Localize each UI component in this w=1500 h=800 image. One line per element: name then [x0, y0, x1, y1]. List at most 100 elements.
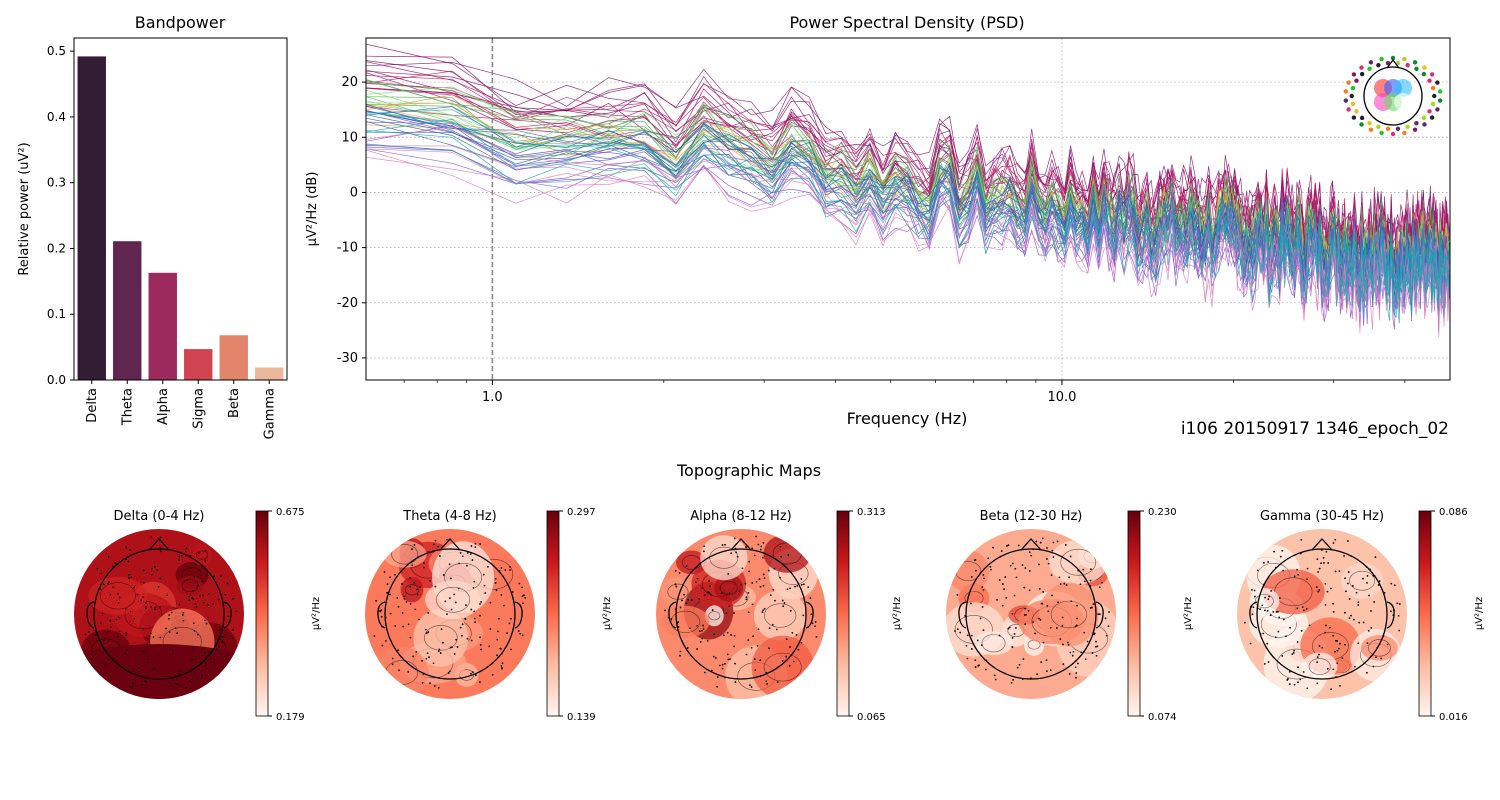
topomap-sensor: [152, 636, 155, 638]
topomap-sensor: [809, 597, 812, 599]
topomap-sensor: [196, 633, 199, 636]
topomap-sensor: [151, 567, 153, 570]
topomap-contour: [404, 584, 420, 596]
topomap-sensor: [753, 658, 756, 661]
topomap-sensor: [159, 536, 162, 539]
topomap-sensor: [1389, 610, 1392, 613]
topomap-sensor: [465, 604, 467, 607]
topomap-sensor: [1297, 573, 1300, 576]
topomap-sensor: [159, 546, 162, 549]
topomap-sensor: [1292, 652, 1295, 654]
topomap-sensor: [1063, 582, 1066, 585]
topomap-sensor: [966, 657, 969, 660]
topomap-sensor: [1357, 604, 1360, 606]
topomap-sensor: [437, 686, 440, 689]
topomap-sensor: [470, 608, 473, 611]
topomap-sensor: [678, 571, 681, 574]
topomap-sensor: [394, 573, 396, 576]
topomap-sensor: [1243, 621, 1246, 624]
sensor-dot: [1350, 101, 1356, 107]
topomap-sensor: [508, 622, 511, 625]
topomap-sensor: [383, 571, 386, 573]
topomap-sensor: [1059, 583, 1062, 586]
topomap-sensor: [975, 569, 977, 572]
topomap-sensor: [783, 602, 786, 604]
colorbar-max-label: 0.230: [1148, 507, 1177, 518]
topomap-sensor: [757, 628, 760, 631]
topomap-sensor: [96, 567, 99, 570]
topomap-sensor: [759, 548, 762, 551]
sensor-dot: [1354, 78, 1359, 83]
topomap-sensor: [484, 592, 487, 594]
topomap-blob: [1049, 540, 1108, 585]
topomap-sensor: [1348, 617, 1351, 620]
topomap-nose: [1311, 538, 1333, 551]
topomap-sensor: [159, 636, 162, 639]
topomap-sensor: [751, 582, 754, 584]
topomap-sensor: [730, 634, 732, 636]
topomap-sensor: [409, 585, 412, 588]
topomap-sensor: [1036, 673, 1039, 676]
topomap-sensor: [970, 634, 973, 637]
inset-head-outline: [1363, 66, 1423, 126]
topomap-sensor: [681, 599, 683, 602]
topomap-field: [656, 529, 826, 699]
topomap-sensor: [1108, 611, 1110, 613]
topomap-sensor: [707, 591, 709, 593]
sensor-dot: [1429, 72, 1435, 77]
topomap-sensor: [789, 587, 791, 590]
topomap-sensor: [200, 674, 203, 677]
topomap-sensor: [1317, 590, 1320, 593]
topomap-sensor: [144, 606, 147, 608]
topomap-sensor: [1059, 638, 1062, 641]
topomap-sensor: [1055, 627, 1058, 629]
topomap-sensor: [381, 644, 384, 647]
topomap-sensor: [470, 545, 473, 547]
topomap-sensor: [773, 567, 776, 570]
topomap-sensor: [981, 586, 984, 589]
topomap-title: Beta (12-30 Hz): [980, 509, 1083, 524]
topomap-sensor: [751, 547, 754, 550]
topomap-sensor: [1064, 544, 1067, 546]
topomap-sensor: [792, 660, 795, 663]
topomap-sensor: [724, 662, 726, 665]
topomap-sensor: [1326, 590, 1329, 593]
topomap-sensor: [763, 577, 766, 580]
topomap-sensor: [703, 550, 705, 553]
topomap-sensor: [701, 587, 704, 589]
topomap-sensor: [1373, 601, 1376, 603]
topomap-sensor: [1101, 581, 1104, 584]
topomap-sensor: [446, 613, 448, 616]
topomap-sensor: [434, 585, 437, 588]
topomap-sensor: [733, 645, 736, 648]
topomap-sensor: [453, 593, 456, 596]
topomap-sensor: [1263, 663, 1266, 665]
topomap-sensor: [146, 661, 149, 663]
topomap-sensor: [197, 584, 200, 586]
topomap-sensor: [448, 563, 451, 566]
topomap-sensor: [797, 648, 800, 651]
sensor-dot: [1359, 71, 1365, 77]
psd-ytick-label: 10: [341, 130, 358, 145]
topomap-sensor: [193, 629, 196, 632]
topomap-sensor: [1011, 637, 1014, 639]
topomap-sensor: [405, 600, 408, 603]
topomap-sensor: [1347, 540, 1349, 542]
topomap-sensor: [171, 649, 174, 652]
topomap-sensor: [511, 591, 514, 593]
topomap-sensor: [101, 612, 104, 615]
topomap-sensor: [427, 612, 430, 614]
topomap-colorbar: [546, 510, 560, 717]
topomap-sensor: [401, 583, 403, 585]
topomap-sensor: [521, 595, 524, 597]
topomap-sensor: [1347, 571, 1350, 573]
topomap-sensor: [389, 593, 392, 596]
psd-xtick-label: 1.0: [482, 390, 503, 405]
topomap-contour: [954, 615, 993, 644]
topomap-sensor: [1086, 640, 1089, 643]
topomap-sensor: [1079, 583, 1082, 586]
topomap-sensor: [111, 586, 114, 589]
topomap-sensor: [983, 577, 985, 580]
topomap-sensor: [1352, 584, 1354, 587]
